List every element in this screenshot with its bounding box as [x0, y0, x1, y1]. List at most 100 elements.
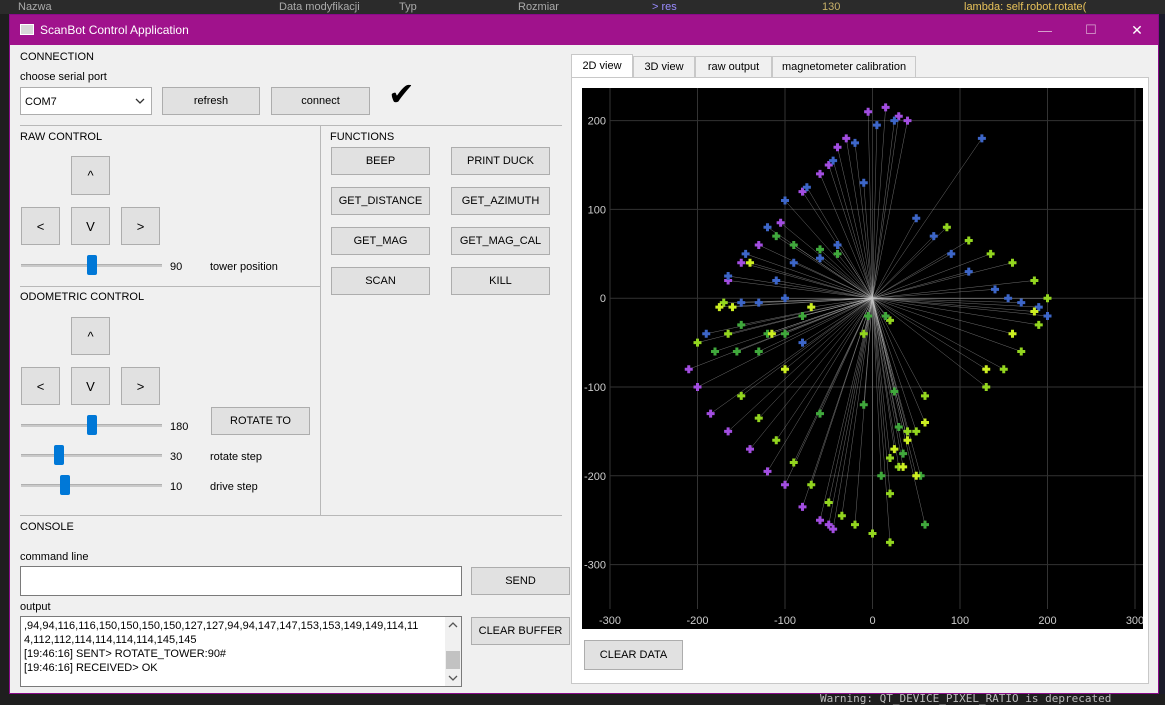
- close-button[interactable]: ✕: [1131, 22, 1143, 38]
- connect-button[interactable]: connect: [271, 87, 370, 115]
- scan-ray: [819, 173, 873, 299]
- scan-point: [702, 329, 711, 338]
- raw-up-button[interactable]: ^: [71, 156, 110, 195]
- raw-left-button[interactable]: <: [21, 207, 60, 245]
- scan-point: [772, 276, 781, 285]
- get-azimuth-button[interactable]: GET_AZIMUTH: [451, 187, 550, 215]
- scan-point: [868, 529, 877, 538]
- scan-ray: [819, 258, 873, 299]
- x-tick-label: -100: [774, 615, 796, 627]
- tab-2d-view[interactable]: 2D view: [571, 54, 633, 77]
- print-duck-button[interactable]: PRINT DUCK: [451, 147, 550, 175]
- output-text: ,94,94,116,116,150,150,150,150,127,127,9…: [24, 619, 440, 675]
- divider-raw: [20, 286, 320, 287]
- scan-point: [1017, 298, 1026, 307]
- scan-ray: [872, 253, 952, 299]
- scan-point: [728, 303, 737, 312]
- rotate-step-value: 30: [170, 451, 183, 463]
- background-file-explorer-header: Nazwa Data modyfikacji Typ Rozmiar > res…: [0, 0, 1165, 14]
- scan-point: [859, 178, 868, 187]
- scan-point: [881, 311, 890, 320]
- drive-step-label: drive step: [210, 481, 258, 493]
- scan-ray: [819, 249, 873, 299]
- beep-button[interactable]: BEEP: [331, 147, 430, 175]
- scan-point: [798, 187, 807, 196]
- tab-magnetometer-calibration[interactable]: magnetometer calibration: [772, 56, 916, 77]
- scan-point: [903, 427, 912, 436]
- serial-port-label: choose serial port: [20, 71, 107, 83]
- scan-point: [781, 365, 789, 374]
- clear-buffer-button[interactable]: CLEAR BUFFER: [471, 617, 570, 645]
- odo-down-button[interactable]: V: [71, 367, 110, 405]
- scan-point: [977, 134, 986, 143]
- serial-port-select[interactable]: COM7: [20, 87, 152, 115]
- command-line-label: command line: [20, 551, 89, 563]
- scan-ray: [867, 111, 873, 299]
- scan-point: [789, 458, 798, 467]
- send-button[interactable]: SEND: [471, 567, 570, 595]
- scan-point: [886, 454, 894, 463]
- background-editor-strip: [1158, 14, 1165, 703]
- output-console[interactable]: ,94,94,116,116,150,150,150,150,127,127,9…: [20, 616, 462, 687]
- tab-3d-view[interactable]: 3D view: [633, 56, 695, 77]
- odo-left-button[interactable]: <: [21, 367, 60, 405]
- raw-right-button[interactable]: >: [121, 207, 160, 245]
- scan-ray: [784, 200, 873, 299]
- drive-step-slider[interactable]: [21, 475, 162, 495]
- get-distance-button[interactable]: GET_DISTANCE: [331, 187, 430, 215]
- slider-thumb[interactable]: [87, 415, 97, 435]
- clear-data-button[interactable]: CLEAR DATA: [584, 640, 683, 670]
- raw-down-button[interactable]: V: [71, 207, 110, 245]
- scan-button[interactable]: SCAN: [331, 267, 430, 295]
- bg-column-size: Rozmiar: [518, 1, 559, 13]
- maximize-button[interactable]: ☐: [1085, 22, 1097, 37]
- scan-point: [921, 520, 929, 529]
- scan-ray: [872, 298, 891, 459]
- scan-plot[interactable]: -300 -200 -100 0 100 200 300 -300 -200 -100 0 100 20…: [582, 88, 1143, 629]
- scan-point: [837, 511, 846, 520]
- odo-up-button[interactable]: ^: [71, 317, 110, 355]
- scan-ray: [872, 271, 969, 299]
- scan-point: [1034, 303, 1043, 312]
- bg-column-name: Nazwa: [18, 1, 52, 13]
- scan-point: [772, 436, 781, 445]
- slider-thumb[interactable]: [87, 255, 97, 275]
- scan-ray: [741, 298, 873, 397]
- command-line-input[interactable]: [20, 566, 462, 596]
- output-line: [19:46:16] RECEIVED> OK: [24, 662, 158, 674]
- scan-ray: [741, 297, 873, 326]
- angle-slider[interactable]: [21, 415, 162, 435]
- output-scrollbar[interactable]: [445, 617, 461, 686]
- minimize-button[interactable]: —: [1038, 22, 1052, 38]
- scan-point: [1008, 329, 1017, 338]
- scan-point: [781, 480, 789, 489]
- scan-ray: [832, 298, 873, 530]
- y-tick-label: -300: [584, 560, 606, 572]
- chevron-up-icon[interactable]: [448, 621, 458, 629]
- tab-raw-output[interactable]: raw output: [695, 56, 772, 77]
- scan-ray: [771, 297, 873, 334]
- scan-ray: [872, 297, 1022, 352]
- tower-position-slider[interactable]: [21, 255, 162, 275]
- scan-point: [991, 285, 999, 294]
- rotate-to-button[interactable]: ROTATE TO: [211, 407, 310, 435]
- slider-thumb[interactable]: [54, 445, 64, 465]
- odo-right-button[interactable]: >: [121, 367, 160, 405]
- scan-point: [894, 422, 903, 431]
- scan-point: [824, 498, 833, 507]
- scan-point: [1034, 320, 1043, 329]
- scan-point: [1030, 276, 1039, 285]
- slider-thumb[interactable]: [60, 475, 70, 495]
- scan-point: [824, 161, 833, 170]
- kill-button[interactable]: KILL: [451, 267, 550, 295]
- rotate-step-slider[interactable]: [21, 445, 162, 465]
- scan-ray: [872, 298, 917, 432]
- chevron-down-icon[interactable]: [448, 674, 458, 682]
- scrollbar-thumb[interactable]: [446, 651, 460, 669]
- scan-point: [816, 409, 824, 418]
- scan-point: [912, 471, 921, 480]
- get-mag-cal-button[interactable]: GET_MAG_CAL: [451, 227, 550, 255]
- get-mag-button[interactable]: GET_MAG: [331, 227, 430, 255]
- scan-point: [947, 249, 956, 258]
- refresh-button[interactable]: refresh: [162, 87, 260, 115]
